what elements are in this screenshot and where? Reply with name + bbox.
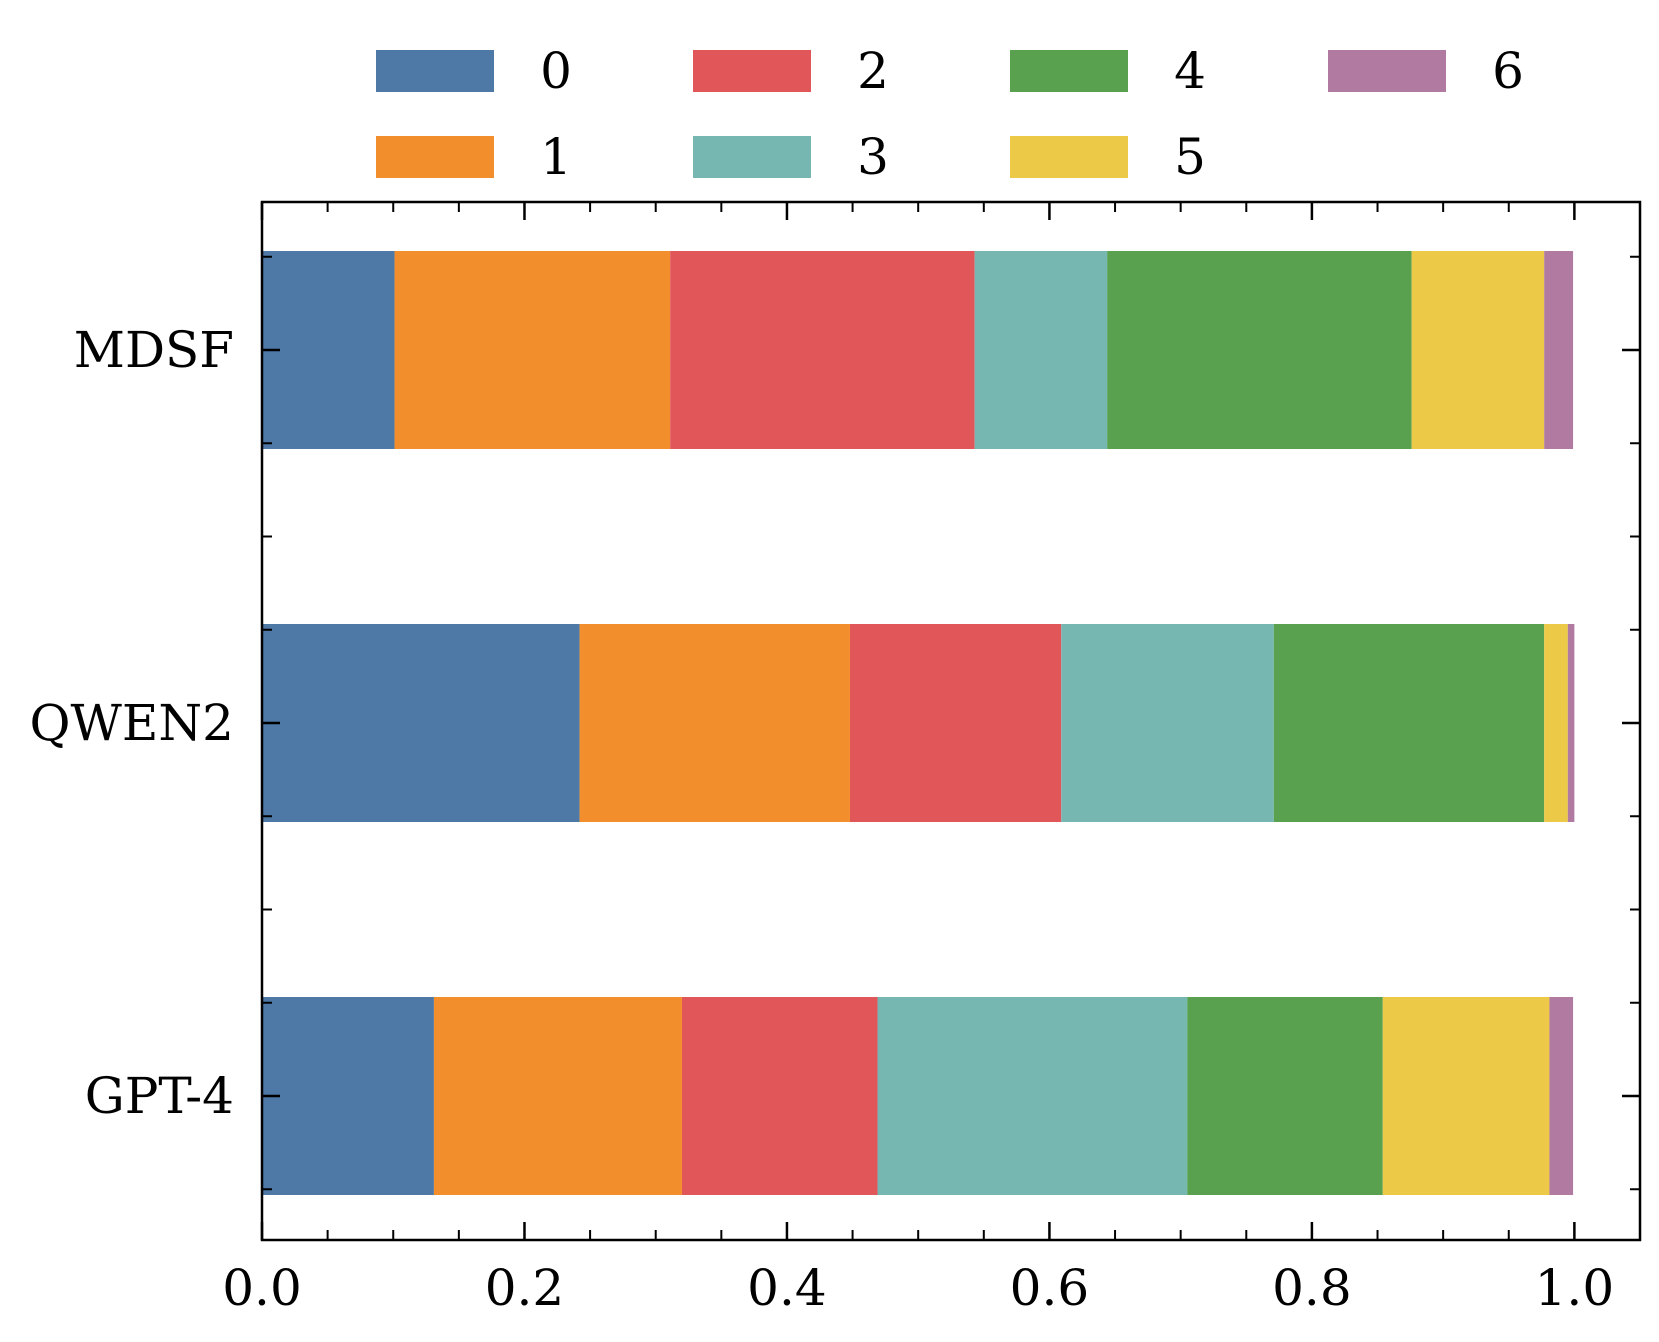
x-tick-label: 1.0 bbox=[1535, 1259, 1615, 1317]
bar-segment-gpt-4-series-0 bbox=[262, 997, 434, 1195]
bar-segment-gpt-4-series-5 bbox=[1382, 997, 1550, 1195]
bar-segment-qwen2-series-1 bbox=[579, 624, 850, 822]
bar-segment-mdsf-series-3 bbox=[974, 251, 1108, 449]
y-tick-label: MDSF bbox=[74, 321, 234, 379]
x-tick-label: 0.0 bbox=[222, 1259, 302, 1317]
y-tick-label: GPT-4 bbox=[85, 1067, 234, 1125]
legend-label-4: 4 bbox=[1174, 42, 1206, 100]
legend-label-5: 5 bbox=[1174, 128, 1206, 186]
bar-segment-qwen2-series-6 bbox=[1567, 624, 1575, 822]
x-tick-label: 0.8 bbox=[1272, 1259, 1352, 1317]
legend-label-0: 0 bbox=[540, 42, 572, 100]
legend-swatch-4 bbox=[1010, 50, 1128, 92]
legend-swatch-3 bbox=[693, 136, 811, 178]
bars bbox=[262, 251, 1575, 1195]
y-tick-label: QWEN2 bbox=[30, 694, 234, 752]
bar-segment-gpt-4-series-6 bbox=[1549, 997, 1574, 1195]
x-tick-label: 0.6 bbox=[1010, 1259, 1090, 1317]
legend-swatch-1 bbox=[376, 136, 494, 178]
bar-segment-gpt-4-series-1 bbox=[433, 997, 682, 1195]
bar-segment-mdsf-series-2 bbox=[670, 251, 975, 449]
legend-swatch-5 bbox=[1010, 136, 1128, 178]
bar-segment-gpt-4-series-2 bbox=[681, 997, 878, 1195]
legend-label-2: 2 bbox=[857, 42, 889, 100]
bar-segment-gpt-4-series-3 bbox=[877, 997, 1188, 1195]
legend-swatch-2 bbox=[693, 50, 811, 92]
x-tick-label: 0.4 bbox=[747, 1259, 827, 1317]
legend-label-3: 3 bbox=[857, 128, 889, 186]
legend-swatch-0 bbox=[376, 50, 494, 92]
bar-segment-mdsf-series-4 bbox=[1107, 251, 1412, 449]
axes: 0.0 0.2 0.4 0.6 0.8 1.0 MDSF QWEN2 GPT-4 bbox=[30, 200, 1642, 1317]
bar-segment-qwen2-series-5 bbox=[1544, 624, 1568, 822]
legend-swatch-6 bbox=[1328, 50, 1446, 92]
bar-segment-mdsf-series-5 bbox=[1411, 251, 1545, 449]
bar-segment-mdsf-series-1 bbox=[394, 251, 671, 449]
legend: 0 1 2 3 4 5 6 bbox=[376, 42, 1524, 186]
bar-segment-mdsf-series-6 bbox=[1544, 251, 1574, 449]
bar-segment-qwen2-series-2 bbox=[849, 624, 1062, 822]
bar-segment-gpt-4-series-4 bbox=[1187, 997, 1383, 1195]
legend-label-6: 6 bbox=[1492, 42, 1524, 100]
bar-segment-qwen2-series-4 bbox=[1273, 624, 1545, 822]
bar-segment-mdsf-series-0 bbox=[262, 251, 395, 449]
bar-segment-qwen2-series-3 bbox=[1061, 624, 1274, 822]
bar-segment-qwen2-series-0 bbox=[262, 624, 580, 822]
x-tick-label: 0.2 bbox=[485, 1259, 565, 1317]
plot-frame bbox=[260, 200, 1642, 1242]
legend-label-1: 1 bbox=[540, 128, 572, 186]
